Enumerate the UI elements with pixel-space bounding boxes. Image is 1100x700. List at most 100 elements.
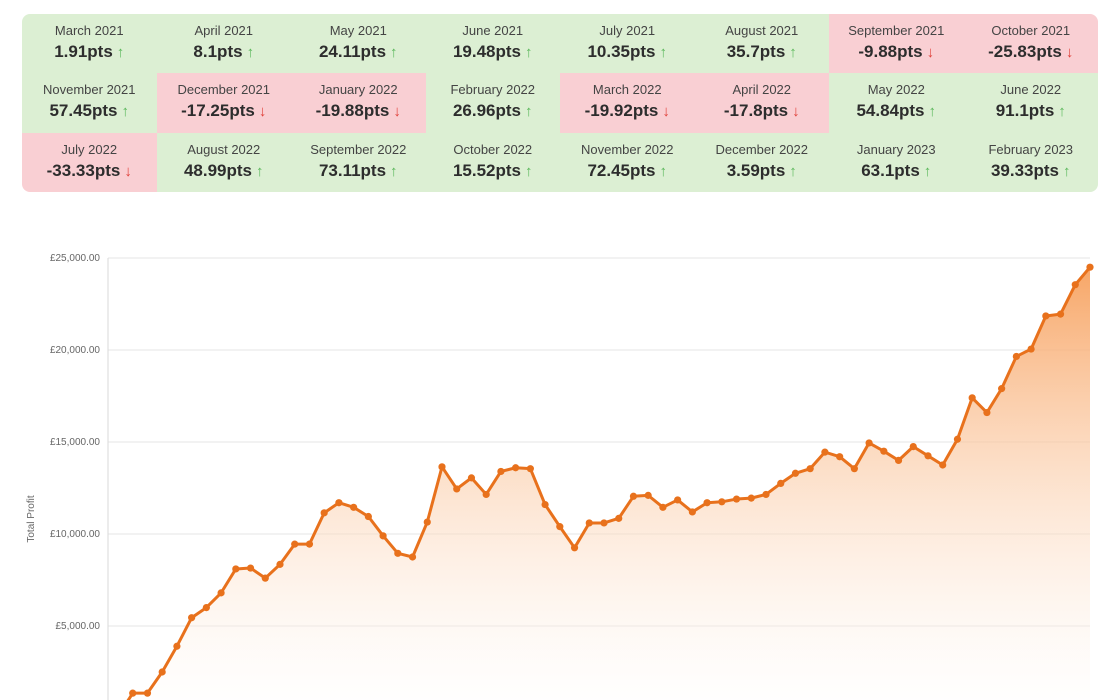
data-point[interactable]	[526, 465, 534, 473]
data-point[interactable]	[821, 448, 829, 456]
data-point[interactable]	[408, 553, 417, 561]
data-point[interactable]	[703, 499, 711, 507]
data-point[interactable]	[1086, 263, 1094, 271]
month-cell: March 2022 -19.92pts ↓	[560, 73, 695, 133]
data-point[interactable]	[762, 490, 770, 499]
month-value-row: 24.11pts ↑	[319, 41, 398, 64]
data-point[interactable]	[394, 549, 402, 557]
data-point[interactable]	[291, 540, 299, 548]
data-point[interactable]	[747, 494, 755, 502]
arrow-up-icon: ↑	[246, 44, 255, 62]
y-tick-label: £25,000.00	[50, 253, 100, 264]
data-point[interactable]	[512, 464, 520, 472]
data-point[interactable]	[202, 604, 210, 612]
arrow-up-icon: ↑	[659, 44, 668, 62]
data-point[interactable]	[909, 443, 917, 451]
data-point[interactable]	[688, 508, 696, 516]
data-point[interactable]	[335, 499, 343, 507]
arrow-up-icon: ↑	[525, 103, 533, 121]
month-value: -17.25pts	[181, 101, 255, 121]
data-point[interactable]	[232, 565, 240, 573]
data-point[interactable]	[188, 614, 196, 622]
arrow-up-icon: ↑	[928, 103, 937, 121]
data-point[interactable]	[924, 452, 932, 460]
month-value-row: -19.92pts ↓	[585, 100, 670, 123]
data-point[interactable]	[350, 503, 358, 511]
data-point[interactable]	[732, 495, 741, 503]
data-point[interactable]	[894, 456, 903, 464]
month-label: February 2023	[988, 141, 1074, 157]
data-point[interactable]	[983, 408, 991, 417]
data-point[interactable]	[1027, 345, 1035, 353]
monthly-performance-grid: March 2021 1.91pts ↑ April 2021 8.1pts ↑ May 2…	[22, 14, 1098, 192]
data-point[interactable]	[158, 668, 166, 676]
arrow-up-icon: ↑	[1063, 162, 1071, 180]
data-point[interactable]	[629, 492, 638, 500]
month-cell: July 2021 10.35pts ↑	[560, 14, 695, 74]
data-point[interactable]	[482, 490, 490, 499]
month-label: March 2022	[592, 82, 662, 98]
data-point[interactable]	[600, 519, 608, 527]
arrow-up-icon: ↑	[923, 162, 932, 180]
data-point[interactable]	[217, 589, 225, 597]
profit-area	[128, 267, 1090, 700]
month-cell: November 2022 72.45pts ↑	[560, 132, 695, 192]
data-point[interactable]	[806, 465, 814, 473]
data-point[interactable]	[968, 394, 976, 402]
data-point[interactable]	[173, 642, 181, 650]
data-point[interactable]	[570, 544, 579, 552]
data-point[interactable]	[998, 385, 1006, 393]
month-cell: October 2021 -25.83pts ↓	[963, 14, 1098, 74]
data-point[interactable]	[718, 498, 726, 506]
data-point[interactable]	[850, 465, 858, 473]
data-point[interactable]	[644, 491, 652, 499]
month-cell: April 2021 8.1pts ↑	[156, 14, 291, 74]
data-point[interactable]	[791, 469, 800, 477]
data-point[interactable]	[1056, 310, 1065, 318]
month-cell: March 2021 1.91pts ↑	[22, 14, 157, 74]
data-point[interactable]	[438, 463, 446, 471]
data-point[interactable]	[364, 512, 372, 521]
data-point[interactable]	[836, 453, 844, 461]
data-point[interactable]	[320, 509, 328, 517]
month-value-row: -17.8pts ↓	[724, 100, 800, 123]
data-point[interactable]	[276, 560, 284, 568]
month-cell: May 2022 54.84pts ↑	[829, 73, 964, 133]
data-point[interactable]	[674, 496, 682, 504]
data-point[interactable]	[1071, 281, 1079, 289]
data-point[interactable]	[379, 532, 387, 540]
month-value: 91.1pts	[995, 101, 1055, 121]
data-point[interactable]	[865, 439, 873, 447]
data-point[interactable]	[585, 519, 593, 527]
data-point[interactable]	[467, 474, 476, 482]
data-point[interactable]	[129, 689, 137, 697]
month-value: -19.88pts	[315, 101, 390, 121]
month-value: -19.92pts	[584, 101, 659, 121]
month-value: 63.1pts	[861, 160, 920, 180]
data-point[interactable]	[777, 479, 785, 487]
data-point[interactable]	[556, 523, 564, 531]
data-point[interactable]	[453, 485, 461, 493]
data-point[interactable]	[497, 467, 505, 476]
data-point[interactable]	[1042, 312, 1050, 320]
data-point[interactable]	[953, 435, 962, 443]
data-point[interactable]	[880, 447, 888, 455]
month-value-row: -19.88pts ↓	[316, 100, 401, 123]
data-point[interactable]	[541, 500, 549, 509]
arrow-down-icon: ↓	[124, 162, 132, 180]
data-point[interactable]	[423, 518, 431, 526]
data-point[interactable]	[1012, 352, 1020, 361]
data-point[interactable]	[659, 503, 667, 511]
month-cell: September 2021 -9.88pts ↓	[829, 14, 964, 74]
month-cell: April 2022 -17.8pts ↓	[694, 73, 829, 133]
data-point[interactable]	[305, 540, 314, 548]
data-point[interactable]	[939, 461, 947, 469]
month-label: December 2022	[715, 141, 809, 157]
month-value-row: 15.52pts ↑	[453, 160, 533, 183]
arrow-up-icon: ↑	[116, 44, 125, 62]
data-point[interactable]	[615, 514, 623, 522]
data-point[interactable]	[261, 574, 269, 582]
data-point[interactable]	[143, 689, 152, 697]
data-point[interactable]	[246, 564, 255, 572]
month-value: 1.91pts	[54, 42, 113, 62]
